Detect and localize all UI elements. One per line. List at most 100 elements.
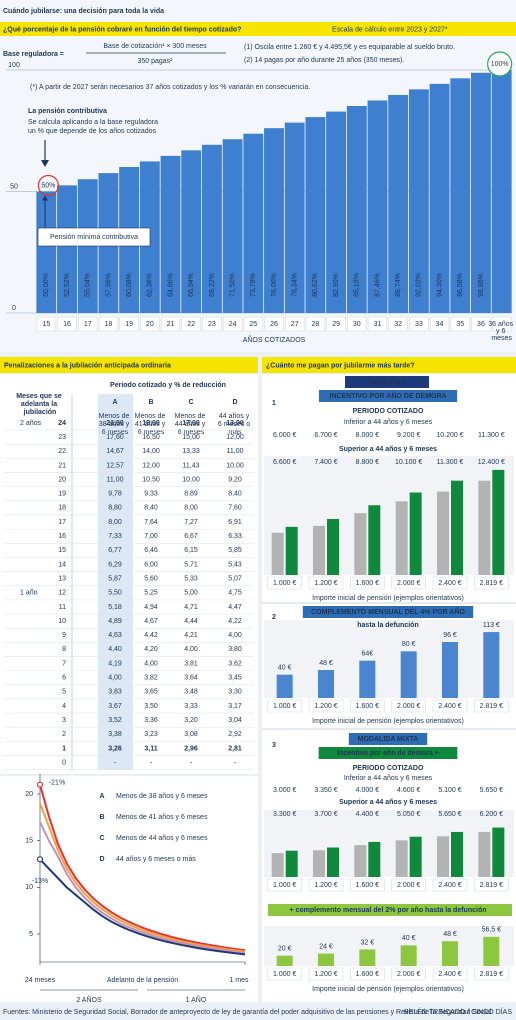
formula-numerator: Base de cotización¹ × 300 meses [103,43,207,50]
section-number: 2 [272,614,276,621]
value-label: 11.300 € [478,432,505,439]
table-cell: 4,00 [184,646,198,653]
row-months: 22 [58,448,66,455]
highlight-bar [0,22,516,36]
row-months: 14 [58,561,66,568]
value-label: 8.800 € [356,459,379,466]
bar [243,133,264,313]
label-box [37,227,151,247]
category-box [350,967,385,981]
y-tick-label: 50 [10,183,18,190]
x-tick-label: 2.819 € [480,971,503,978]
table-cell: 7,27 [184,519,198,526]
row-months: 19 [58,491,66,498]
row-months: 7 [62,660,66,667]
bar [285,526,298,575]
chart-subtitle: hasta la defunción [357,622,418,629]
table-cell: 5,18 [108,604,122,611]
point-label: -21% [49,780,65,787]
table-cell: 7,33 [108,533,122,540]
table-cell: 5,25 [144,590,158,597]
chart-subtitle: Incentivo por año de demora + [337,750,439,757]
category-box [308,967,344,981]
bar [327,519,339,575]
category-box [432,699,468,713]
table-cell: 13,00 [226,420,244,427]
title-box [268,904,512,916]
value-label: 60,08% [126,273,133,297]
plot-bg [264,456,514,575]
table-cell: 3,36 [144,717,158,724]
bar [285,850,298,877]
bar [359,660,376,698]
value-label: 24 € [319,943,333,950]
table-cell: 5,71 [184,561,198,568]
value-label: 40 € [402,935,416,942]
table-cell: 3,20 [184,717,198,724]
table-cell: 3,48 [184,689,198,696]
category-box [450,316,470,332]
category-box [308,699,344,713]
series-label: Superior a 44 años y 6 meses [339,799,437,806]
table-cell: 14,67 [106,448,124,455]
y-tick-label: 10 [25,884,33,891]
x-tick-label: 28 [311,321,319,328]
value-label: 32 € [361,939,375,946]
bar [354,845,367,877]
chart-title: MODALIDA MIXTA [358,736,419,743]
table-cell: 3,11 [144,745,157,752]
value-label: 87,46% [374,273,381,297]
column-name: Menos de 44 años y 6 meses [175,413,208,436]
table-cell: 5,33 [184,575,198,582]
bar [313,850,325,877]
table-cell: 6,29 [108,561,122,568]
value-label: 7.400 € [314,459,337,466]
table-cell: 7,60 [228,505,242,512]
row-months: 0 [62,759,66,766]
row-months: 18 [58,505,66,512]
row-months: 12 [58,590,66,597]
highlight-bar [0,357,258,373]
legend-letter: C [99,835,104,842]
category-box [160,316,181,332]
value-label: 64,66% [167,273,174,297]
table-cell: - [114,759,117,766]
row-months: 16 [58,533,66,540]
category-box [98,316,119,332]
x-axis-label: Importe inicial de pensión (ejemplos ori… [312,595,464,602]
category-box [391,967,426,981]
table-cell: 4,67 [144,618,158,625]
plot-bg [264,926,514,966]
table-cell: 13,33 [182,448,200,455]
x-tick-label: 1.000 € [273,703,296,710]
x-tick-label: 21 [167,321,175,328]
bar [492,469,505,575]
table-cell: 3,30 [228,689,242,696]
bar [57,185,77,313]
y-tick-label: 5 [29,931,33,938]
row-months: 2 [62,731,66,738]
column-name: Menos de 41 años y 6 meses [135,413,168,436]
category-box [350,878,385,892]
table-cell: 3,26 [108,745,122,752]
value-label: 11.300 € [437,459,464,466]
section-title: Penalizaciones a la jubilación anticipad… [4,362,171,369]
table-cell: 3,45 [228,675,242,682]
bar [327,847,339,877]
table-cell: 14,00 [142,448,160,455]
category-box [285,316,305,332]
bar [471,72,491,313]
bar [276,955,293,966]
category-box [264,316,284,332]
title-box [348,733,428,745]
value-label: 96 € [443,632,457,639]
value-label: 92,02% [416,273,423,297]
row-group: 2 años [20,420,42,427]
group-label: PERIODO COTIZADO [353,408,424,415]
value-label: 4.600 € [397,787,420,794]
category-box [474,878,509,892]
value-label: 55,04% [85,273,92,297]
value-label: 3.300 € [273,811,296,818]
table-cell: 8,40 [228,491,242,498]
point [36,856,44,863]
